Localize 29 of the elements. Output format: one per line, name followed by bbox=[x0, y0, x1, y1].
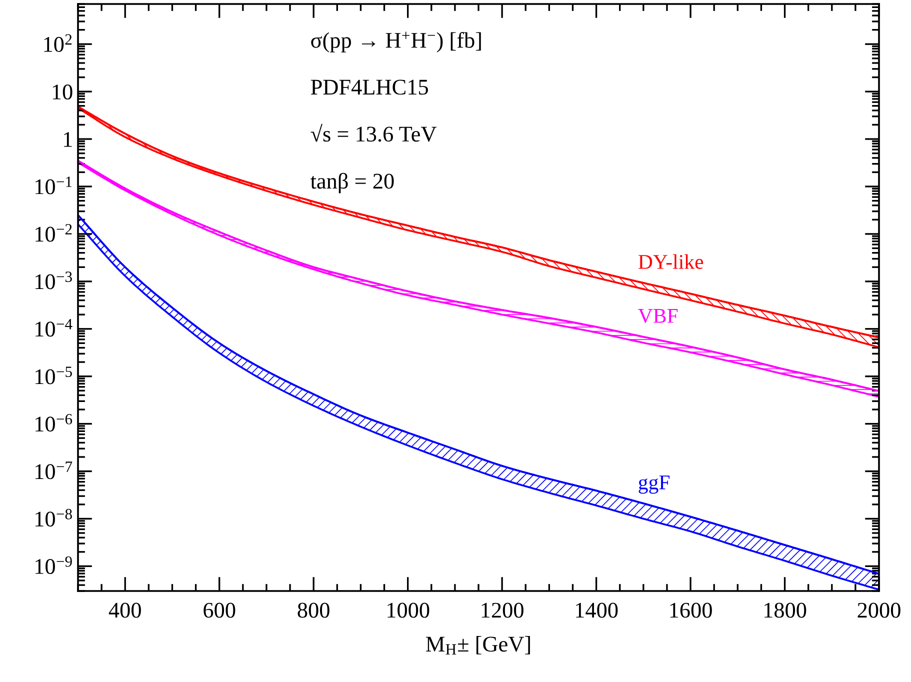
x-tick-label: 1200 bbox=[482, 602, 524, 618]
x-tick-label: 800 bbox=[298, 602, 330, 618]
x-tick-label: 400 bbox=[108, 602, 141, 618]
y-tick-label: 10$^{−5}$ bbox=[36, 366, 72, 384]
x-tick-label: 2000 bbox=[858, 602, 900, 618]
y-tick-label: 10$^{−6}$ bbox=[36, 414, 72, 432]
y-tick-label: 10 bbox=[52, 84, 72, 100]
y-tick-label: 10$^{−2}$ bbox=[36, 224, 72, 242]
annotation: σ(pp → H$^{+}$H$^{−}$) [fb] bbox=[311, 32, 481, 52]
y-tick-label: 10$^{−9}$ bbox=[36, 556, 72, 574]
annotation: √s = 13.6 TeV bbox=[310, 124, 437, 142]
series-label: DY-like bbox=[638, 254, 704, 269]
x-axis-title: M$_{H}$± [GeV] bbox=[426, 636, 530, 654]
annotation: PDF4LHC15 bbox=[310, 80, 428, 95]
y-tick-label: 10$^{−4}$ bbox=[36, 319, 72, 337]
x-tick-label: 1800 bbox=[764, 602, 806, 618]
series-label: ggF bbox=[638, 476, 670, 494]
y-tick-label: 10$^{−8}$ bbox=[36, 508, 72, 527]
y-tick-label: 1 bbox=[64, 132, 72, 147]
y-tick-label: 10$^{2}$ bbox=[44, 34, 72, 52]
x-tick-label: 1000 bbox=[388, 602, 430, 618]
x-tick-label: 1400 bbox=[576, 602, 618, 618]
y-tick-label: 10$^{−1}$ bbox=[36, 176, 72, 194]
annotation: tanβ = 20 bbox=[310, 172, 394, 194]
series-label: VBF bbox=[638, 309, 678, 323]
x-tick-label: 600 bbox=[204, 602, 236, 618]
x-tick-label: 1600 bbox=[670, 602, 712, 618]
y-tick-label: 10$^{−3}$ bbox=[36, 272, 72, 290]
y-tick-label: 10$^{−7}$ bbox=[36, 462, 72, 480]
